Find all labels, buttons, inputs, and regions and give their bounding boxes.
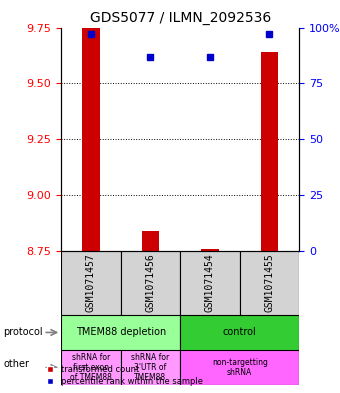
FancyBboxPatch shape: [61, 251, 121, 315]
Text: shRNA for
3'UTR of
TMEM88: shRNA for 3'UTR of TMEM88: [131, 353, 170, 382]
Text: other: other: [3, 358, 29, 369]
Bar: [82, 28, 100, 251]
Bar: [141, 231, 159, 251]
FancyBboxPatch shape: [61, 315, 180, 350]
Text: non-targetting
shRNA: non-targetting shRNA: [212, 358, 268, 377]
Text: GSM1071456: GSM1071456: [146, 253, 155, 312]
FancyBboxPatch shape: [180, 251, 240, 315]
Text: GSM1071455: GSM1071455: [265, 253, 274, 312]
Text: protocol: protocol: [3, 327, 43, 337]
Title: GDS5077 / ILMN_2092536: GDS5077 / ILMN_2092536: [89, 11, 271, 25]
Bar: [201, 249, 219, 251]
FancyBboxPatch shape: [121, 251, 180, 315]
Bar: [260, 52, 278, 251]
Text: TMEM88 depletion: TMEM88 depletion: [75, 327, 166, 338]
Text: control: control: [223, 327, 257, 338]
FancyBboxPatch shape: [180, 315, 299, 350]
Legend: transformed count, percentile rank within the sample: transformed count, percentile rank withi…: [38, 362, 206, 389]
FancyBboxPatch shape: [121, 350, 180, 385]
FancyBboxPatch shape: [61, 350, 121, 385]
Text: GSM1071457: GSM1071457: [86, 253, 96, 312]
Text: GSM1071454: GSM1071454: [205, 253, 215, 312]
FancyBboxPatch shape: [180, 350, 299, 385]
Text: shRNA for
first exon
of TMEM88: shRNA for first exon of TMEM88: [70, 353, 112, 382]
FancyBboxPatch shape: [240, 251, 299, 315]
